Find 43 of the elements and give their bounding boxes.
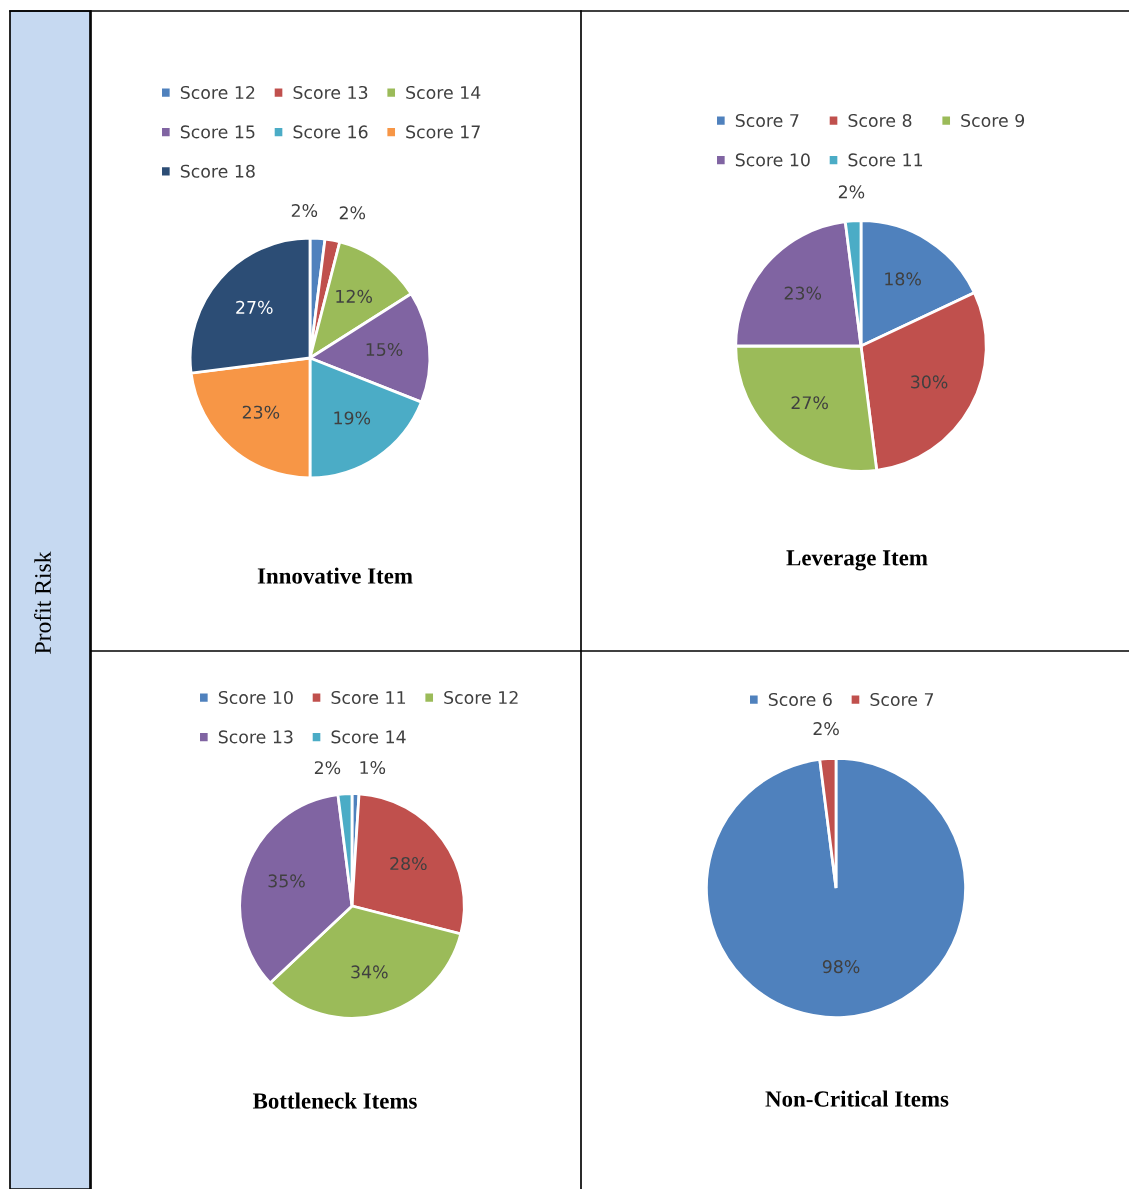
data-label: 2% — [339, 206, 366, 220]
text: Leverage Item — [786, 550, 928, 571]
legend-label: Score 14 — [406, 85, 481, 100]
legend-label: Score 17 — [406, 125, 480, 139]
legend-label: Score 11 — [848, 153, 923, 167]
data-label: 27% — [236, 300, 273, 314]
legend-label: Score 18 — [180, 164, 255, 178]
legend-label: Score 12 — [180, 85, 255, 100]
text: Non-Critical Items — [765, 1090, 949, 1107]
legend-label: Score 15 — [180, 125, 255, 139]
data-label: 35% — [268, 874, 305, 888]
legend-label: Score 14 — [331, 730, 406, 744]
data-label: 12% — [336, 289, 373, 303]
text: Profit Risk — [34, 551, 51, 654]
data-label: 28% — [390, 856, 427, 871]
data-label: 23% — [784, 286, 822, 300]
legend-label: Score 13 — [218, 730, 293, 744]
legend-label: Score 16 — [293, 125, 368, 139]
legend-label: Score 11 — [331, 690, 406, 705]
legend-label: Score 7 — [870, 692, 934, 707]
data-label: 2% — [314, 761, 341, 775]
data-label: 98% — [822, 960, 860, 974]
data-label: 23% — [242, 405, 280, 419]
legend-label: Score 9 — [961, 113, 1025, 128]
text: Bottleneck Items — [252, 1092, 417, 1109]
legend-label: Score 7 — [735, 113, 799, 128]
legend-label: Score 10 — [218, 690, 293, 705]
legend-label: Score 6 — [768, 692, 832, 707]
legend-label: Score 12 — [444, 690, 518, 705]
data-label: 2% — [813, 722, 839, 736]
text: Innovative Item — [257, 567, 413, 584]
legend-label: Score 10 — [735, 153, 810, 167]
data-label: 34% — [351, 965, 388, 979]
data-label: 19% — [334, 411, 371, 425]
data-label: 18% — [885, 272, 921, 286]
legend-label: Score 8 — [848, 113, 912, 128]
data-label: 15% — [366, 342, 403, 357]
data-label: 2% — [291, 203, 318, 218]
legend-label: Score 13 — [293, 85, 368, 100]
data-label: 2% — [838, 185, 865, 199]
data-label: 30% — [911, 375, 948, 389]
data-label: 1% — [360, 760, 386, 775]
data-label: 27% — [791, 396, 828, 410]
